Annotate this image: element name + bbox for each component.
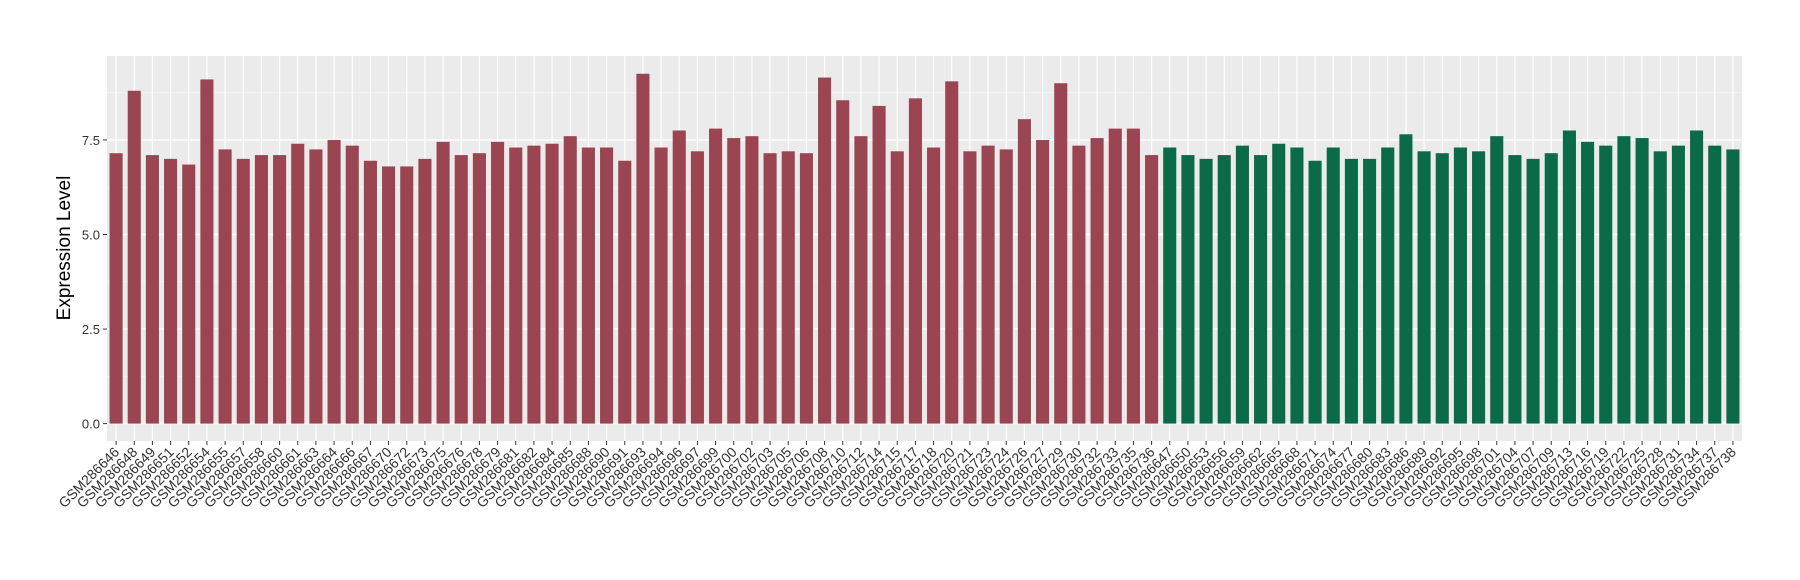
bar [345,145,359,424]
bar [890,151,904,424]
bar [1326,147,1340,424]
y-tick-label: 5.0 [82,228,100,243]
bar [472,153,486,424]
bar [999,149,1013,424]
bar [1290,147,1304,424]
bar [727,138,741,424]
bar [400,166,414,424]
bar [454,155,468,424]
y-tick-label: 0.0 [82,417,100,432]
bar [763,153,777,424]
bar [363,160,377,424]
bar [382,166,396,424]
bar [273,155,287,424]
bar [1453,147,1467,424]
bar [1472,151,1486,424]
bar [945,81,959,424]
bar [1417,151,1431,424]
bar [854,136,868,424]
bar [1090,138,1104,424]
bar [1508,155,1522,424]
bar [218,149,232,424]
bar [1653,151,1667,424]
bar [636,73,650,424]
bar [1308,160,1322,424]
bar [1690,130,1704,424]
bar [236,158,250,424]
bar [872,105,886,424]
bar [618,160,632,424]
bar [509,147,523,424]
bar [254,155,268,424]
bar [799,153,813,424]
bar [1344,158,1358,424]
bar [963,151,977,424]
bar [1435,153,1449,424]
bar [1199,158,1213,424]
bar [109,153,123,424]
bar [436,141,450,424]
bar [781,151,795,424]
bar [1363,158,1377,424]
bar [1726,149,1740,424]
bar [654,147,668,424]
bar [1490,136,1504,424]
bar [836,100,850,424]
bar [1235,145,1249,424]
bar [908,98,922,424]
y-tick-label: 7.5 [82,133,100,148]
bar [1544,153,1558,424]
bar [418,158,432,424]
bar [1526,158,1540,424]
y-tick-label: 2.5 [82,322,100,337]
bar [1399,134,1413,424]
bar [690,151,704,424]
bar [1562,130,1576,424]
bar [1708,145,1722,424]
bar [672,130,686,424]
bar [545,143,559,424]
bar [745,136,759,424]
bar [563,136,577,424]
bar [981,145,995,424]
bar [1072,145,1086,424]
bar [927,147,941,424]
bar [581,147,595,424]
bar [1217,155,1231,424]
bar [1054,83,1068,424]
bar [1671,145,1685,424]
bar [1254,155,1268,424]
bar [818,77,832,424]
bar [1581,141,1595,424]
bar [327,139,341,424]
bar [709,128,723,424]
bar [164,158,178,424]
y-axis-label: Expression Level [54,176,75,321]
plot-background [107,56,1742,441]
bar [1163,147,1177,424]
bar [145,155,159,424]
bar [1272,143,1286,424]
bar [1599,145,1613,424]
bar [291,143,305,424]
bar [127,90,141,424]
bar [182,164,196,424]
bar [309,149,323,424]
bar [1126,128,1140,424]
bar [1017,119,1031,424]
bar [1108,128,1122,424]
bar [1381,147,1395,424]
bar [491,141,505,424]
bar [527,145,541,424]
bar [1036,139,1050,424]
bar [1617,136,1631,424]
bar [1145,155,1159,424]
bar [600,147,614,424]
bar [200,79,214,424]
bar [1635,138,1649,424]
bar [1181,155,1195,424]
